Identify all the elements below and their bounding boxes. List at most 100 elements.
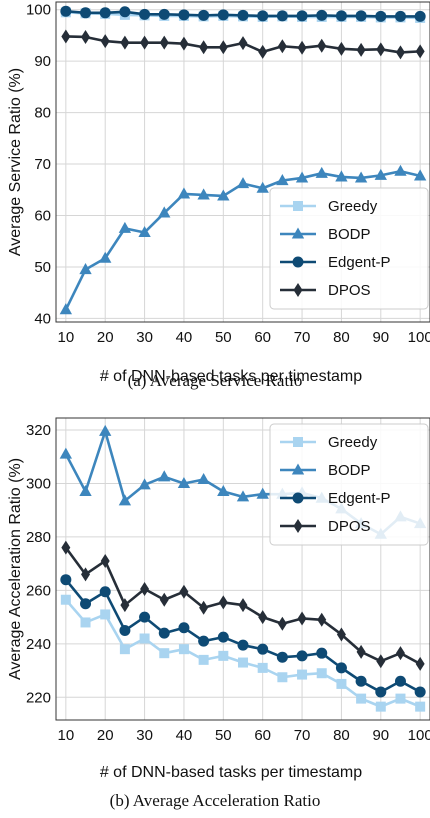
data-point: [395, 45, 405, 60]
data-point: [198, 635, 210, 647]
x-tick-label: 90: [372, 329, 389, 346]
data-point: [394, 10, 406, 22]
data-point: [179, 584, 189, 599]
data-point: [258, 44, 268, 59]
y-tick-label: 70: [34, 156, 51, 173]
data-point: [139, 8, 151, 20]
x-tick-label: 60: [254, 727, 271, 744]
data-point: [60, 574, 72, 586]
data-point: [119, 644, 130, 655]
figure-caption: (b) Average Acceleration Ratio: [110, 791, 321, 810]
data-point: [236, 177, 250, 189]
y-axis-label: Average Acceleration Ratio (%): [7, 458, 24, 680]
series-greedy: [60, 594, 426, 712]
legend-marker: [291, 463, 305, 475]
legend-entry: Greedy: [328, 434, 378, 451]
data-point: [120, 35, 130, 50]
data-point: [100, 34, 110, 49]
data-point: [355, 675, 367, 687]
data-point: [61, 540, 71, 555]
data-point: [415, 701, 426, 712]
plot-frame: [55, 1, 430, 323]
x-tick-label: 50: [215, 329, 232, 346]
data-point: [316, 647, 328, 659]
data-point: [197, 472, 210, 485]
data-point: [158, 470, 171, 482]
data-point: [59, 447, 73, 459]
x-tick-label: 70: [294, 727, 311, 744]
legend-entry: BODP: [328, 462, 371, 479]
data-point: [335, 10, 347, 22]
data-point: [395, 646, 405, 661]
legend-entry: DPOS: [328, 282, 371, 299]
data-point: [394, 164, 407, 176]
data-point: [414, 686, 426, 698]
chart-service-ratio: 10 20 30 40 50 60 70 80 90 100 40 50 60 70 80 90 100 # of…: [7, 1, 430, 390]
y-tick-label: 260: [26, 582, 51, 599]
data-point: [375, 701, 386, 712]
data-point: [297, 40, 307, 55]
data-point: [237, 639, 249, 651]
data-point: [100, 553, 110, 568]
data-point: [375, 10, 387, 22]
data-point: [354, 171, 368, 183]
x-tick-label: 80: [333, 329, 350, 346]
x-tick-label: 40: [176, 329, 193, 346]
data-point: [356, 693, 367, 704]
legend-box: [269, 187, 429, 310]
chart-acceleration-ratio: 10 20 30 40 50 60 70 80 90 100 220 240 260 280 300 320 #…: [7, 417, 430, 810]
data-point: [336, 678, 347, 689]
data-point: [119, 6, 131, 18]
data-point: [277, 616, 287, 631]
data-point: [395, 693, 406, 704]
data-point: [276, 651, 288, 663]
data-point: [297, 669, 308, 680]
data-point: [120, 598, 130, 613]
x-tick-label: 20: [97, 727, 114, 744]
x-tick-label: 40: [176, 727, 193, 744]
data-point: [99, 586, 111, 598]
series-dpos: [61, 540, 425, 671]
data-point: [80, 617, 91, 628]
data-point: [277, 39, 287, 54]
data-point: [79, 484, 92, 497]
data-point: [276, 10, 288, 22]
data-point: [60, 594, 71, 605]
x-axis-label: # of DNN-based tasks per timestamp: [100, 764, 362, 781]
y-tick-label: 300: [26, 475, 51, 492]
data-point: [59, 303, 73, 315]
x-tick-label: 100: [408, 727, 430, 744]
data-point: [256, 487, 269, 499]
data-point: [100, 609, 111, 620]
data-point: [159, 35, 169, 50]
x-tick-label: 10: [57, 727, 74, 744]
legend: Greedy BODP Edgent-P DPOS: [269, 187, 429, 310]
data-point: [218, 595, 228, 610]
data-point: [336, 627, 346, 642]
data-point: [139, 611, 151, 623]
data-point: [177, 187, 191, 199]
data-point: [257, 643, 269, 655]
legend-box: [269, 423, 429, 546]
data-point: [413, 169, 427, 181]
data-point: [218, 650, 229, 661]
data-point: [394, 675, 406, 687]
data-point: [217, 9, 229, 21]
x-tick-label: 50: [215, 727, 232, 744]
data-point: [335, 662, 347, 674]
data-point: [159, 648, 170, 659]
x-tick-label: 10: [57, 329, 74, 346]
data-point: [217, 631, 229, 643]
data-point: [159, 592, 169, 607]
data-point: [296, 650, 308, 662]
data-point: [415, 44, 425, 59]
plot-frame: [55, 417, 430, 721]
legend-marker: [293, 201, 303, 211]
data-point: [81, 567, 91, 582]
data-point: [217, 484, 230, 497]
y-tick-label: 40: [34, 310, 51, 327]
data-point: [238, 657, 248, 668]
data-point: [177, 476, 191, 489]
legend-entry: Greedy: [328, 198, 378, 215]
data-point: [80, 7, 92, 19]
